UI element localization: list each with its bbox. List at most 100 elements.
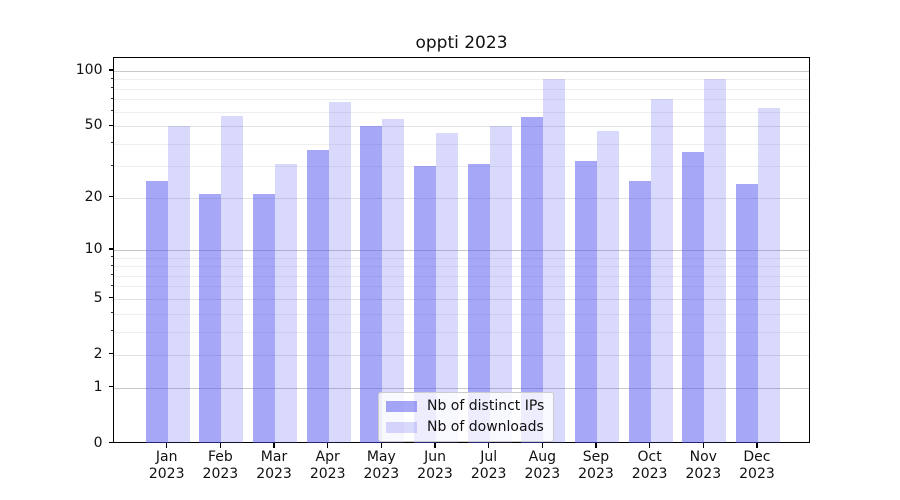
x-tick-year: 2023 [524, 465, 561, 482]
x-tick-label-oct-2023: Oct 2023 [618, 449, 682, 482]
plot-area [113, 57, 810, 443]
y-minor-tick-90 [110, 77, 113, 79]
legend-swatch-distinct-ips [386, 400, 417, 412]
x-tick-year: 2023 [417, 465, 453, 482]
x-tick-month: Nov [689, 449, 717, 465]
gridline-minor-8 [114, 266, 809, 268]
x-tick-month: Aug [528, 449, 556, 465]
y-tick-100 [108, 69, 113, 71]
x-tick-year: 2023 [309, 465, 346, 482]
bar-downloads-mar [275, 163, 298, 443]
bar-ips-aug [521, 117, 544, 443]
x-tick-label-jan-2023: Jan 2023 [135, 449, 199, 482]
y-tick-0 [108, 441, 113, 444]
x-tick-month: Jun [424, 449, 446, 465]
x-tick-month: Jul [480, 449, 498, 465]
bar-downloads-sep [596, 131, 619, 443]
x-tick-month: Oct [637, 449, 662, 465]
gridline-minor-3 [114, 331, 809, 333]
bar-ips-feb [199, 194, 222, 443]
bar-downloads-apr [328, 101, 351, 443]
legend-item-distinct-ips: Nb of distinct IPs [386, 398, 544, 414]
x-tick-label-apr-2023: Apr 2023 [296, 449, 360, 482]
y-tick-label-0: 0 [93, 434, 103, 451]
bar-downloads-aug [543, 79, 566, 443]
gridline-minor-60 [114, 111, 809, 113]
x-tick-mar [273, 443, 275, 448]
legend-swatch-downloads [386, 421, 417, 433]
bar-downloads-dec [757, 107, 780, 443]
bar-downloads-jul [489, 126, 512, 443]
y-minor-tick-4 [110, 312, 113, 314]
x-tick-month: May [366, 449, 396, 465]
gridline-major-50 [114, 126, 809, 128]
x-tick-sep [595, 443, 597, 448]
x-tick-label-jun-2023: Jun 2023 [403, 449, 467, 482]
gridline-major-100 [114, 71, 809, 72]
x-tick-label-mar-2023: Mar 2023 [242, 449, 306, 482]
y-minor-tick-80 [110, 87, 113, 89]
x-tick-month: Dec [743, 449, 771, 465]
x-tick-dec [756, 443, 758, 448]
x-tick-year: 2023 [470, 465, 507, 482]
gridline-minor-40 [114, 143, 809, 145]
y-minor-tick-70 [110, 97, 113, 99]
y-minor-tick-9 [110, 256, 113, 258]
y-tick-label-2: 2 [93, 345, 103, 362]
y-tick-label-10: 10 [84, 240, 103, 257]
y-minor-tick-60 [110, 110, 113, 112]
bar-ips-nov [682, 152, 705, 443]
y-tick-1 [108, 385, 113, 388]
y-tick-label-5: 5 [93, 289, 103, 306]
x-tick-label-jul-2023: Jul 2023 [457, 449, 521, 482]
legend-item-downloads: Nb of downloads [386, 419, 544, 435]
x-tick-feb [219, 443, 221, 448]
legend: Nb of distinct IPs Nb of downloads [378, 392, 555, 442]
bar-ips-sep [574, 161, 597, 443]
gridline-minor-70 [114, 99, 809, 101]
y-minor-tick-7 [110, 274, 113, 276]
gridline-major-2 [114, 354, 809, 356]
bar-ips-jan [145, 180, 168, 443]
x-tick-label-feb-2023: Feb 2023 [188, 449, 252, 482]
bar-downloads-jan [167, 126, 190, 443]
bar-downloads-may [382, 118, 405, 443]
chart-title: oppti 2023 [415, 33, 508, 53]
x-tick-may [380, 443, 382, 448]
y-minor-tick-8 [110, 264, 113, 266]
y-tick-label-100: 100 [75, 62, 103, 78]
bar-ips-jun [414, 166, 436, 443]
y-minor-tick-6 [110, 284, 113, 286]
y-minor-tick-40 [110, 142, 113, 144]
x-tick-aug [541, 443, 543, 448]
x-tick-year: 2023 [256, 465, 292, 482]
gridline-minor-80 [114, 88, 809, 90]
x-tick-month: Jan [155, 449, 178, 465]
gridline-minor-4 [114, 313, 809, 315]
y-tick-2 [108, 353, 113, 355]
x-tick-jan [166, 443, 168, 448]
x-tick-label-aug-2023: Aug 2023 [510, 449, 574, 482]
y-tick-label-20: 20 [84, 188, 103, 205]
bar-ips-apr [306, 149, 329, 443]
y-minor-tick-30 [110, 164, 113, 166]
bar-ips-oct [628, 180, 651, 443]
bar-ips-mar [253, 194, 276, 443]
x-tick-jul [488, 443, 490, 448]
x-tick-year: 2023 [685, 465, 722, 482]
gridline-minor-6 [114, 286, 809, 288]
y-tick-50 [108, 124, 113, 126]
bar-downloads-feb [221, 115, 244, 443]
bar-downloads-oct [650, 99, 673, 443]
gridline-minor-90 [114, 79, 809, 81]
gridline-minor-9 [114, 257, 809, 259]
legend-label-distinct-ips: Nb of distinct IPs [427, 398, 545, 414]
y-tick-5 [108, 297, 113, 299]
x-tick-label-may-2023: May 2023 [349, 449, 413, 482]
x-tick-year: 2023 [148, 465, 185, 482]
x-tick-oct [649, 443, 651, 448]
x-tick-label-nov-2023: Nov 2023 [671, 449, 735, 482]
gridline-major-10 [114, 249, 809, 251]
x-tick-year: 2023 [739, 465, 775, 482]
